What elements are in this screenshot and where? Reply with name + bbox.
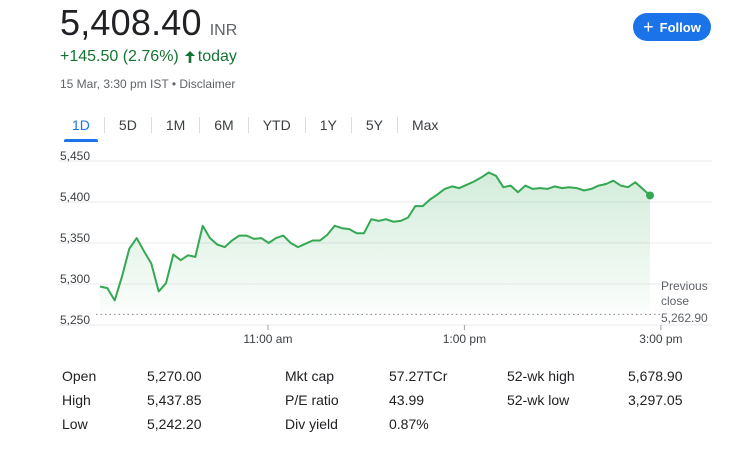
change-value: +145.50 (2.76%) <box>60 48 179 65</box>
follow-button[interactable]: + Follow <box>633 13 711 41</box>
stat-value: 3,297.05 <box>628 392 683 408</box>
last-price-dot <box>646 191 654 200</box>
currency-code: INR <box>209 22 238 39</box>
previous-close-label: close <box>661 294 689 308</box>
quote-timestamp: 15 Mar, 3:30 pm IST <box>60 77 169 91</box>
previous-close-value: 5,262.90 <box>661 311 708 325</box>
y-tick-label: 5,300 <box>60 272 90 286</box>
stat-value: 5,270.00 <box>147 368 202 384</box>
tab-6m[interactable]: 6M <box>214 117 234 133</box>
stat-value: 0.87% <box>389 416 429 432</box>
follow-label: Follow <box>659 19 701 35</box>
change-period: today <box>197 48 237 65</box>
tab-ytd[interactable]: YTD <box>262 117 291 133</box>
tab-divider <box>396 117 398 133</box>
stat-value: 57.27TCr <box>389 368 448 384</box>
disclaimer-link[interactable]: Disclaimer <box>179 77 236 91</box>
plus-icon: + <box>643 17 654 37</box>
stat-label: P/E ratio <box>285 392 339 408</box>
price-area-fill <box>100 172 650 315</box>
quote-meta: 15 Mar, 3:30 pm IST • Disclaimer <box>60 77 235 91</box>
tab-divider <box>199 117 201 133</box>
price-change: +145.50 (2.76%) today <box>60 48 237 66</box>
range-tabs: 1D 5D 1M 6M YTD 1Y 5Y Max <box>58 112 452 142</box>
stat-label: 52-wk high <box>507 368 575 384</box>
tab-divider <box>247 117 249 133</box>
stat-value: 43.99 <box>389 392 425 408</box>
tab-divider <box>350 117 352 133</box>
tab-divider <box>304 117 306 133</box>
stat-label: Open <box>62 368 97 384</box>
x-tick-label: 11:00 am <box>243 332 292 346</box>
tab-1y[interactable]: 1Y <box>319 117 337 133</box>
price-header: 5,408.40 INR <box>60 2 237 44</box>
tab-divider <box>150 117 152 133</box>
stat-label: Mkt cap <box>285 368 335 384</box>
price-chart-svg[interactable]: 5,450 5,400 5,350 5,300 5,250 11:00 am 1:00 pm… <box>0 140 749 355</box>
previous-close-label: Previous <box>661 279 708 293</box>
price-chart[interactable]: 5,450 5,400 5,350 5,300 5,250 11:00 am 1:00 pm… <box>0 140 749 355</box>
tab-max[interactable]: Max <box>411 117 439 133</box>
tab-5d[interactable]: 5D <box>118 117 137 133</box>
stat-value: 5,242.20 <box>147 416 202 432</box>
meta-separator: • <box>171 77 177 91</box>
stat-value: 5,678.90 <box>628 368 683 384</box>
x-tick-label: 3:00 pm <box>639 332 682 346</box>
stat-label: High <box>62 392 91 408</box>
current-price: 5,408.40 <box>60 2 202 43</box>
stat-label: Div yield <box>285 416 338 432</box>
stat-label: 52-wk low <box>507 392 570 408</box>
tab-1d[interactable]: 1D <box>58 114 104 142</box>
price-line <box>99 171 651 302</box>
y-tick-label: 5,450 <box>60 149 90 163</box>
tab-divider <box>103 117 105 133</box>
y-tick-label: 5,350 <box>60 231 90 245</box>
x-tick-label: 1:00 pm <box>443 332 486 346</box>
stat-value: 5,437.85 <box>147 392 202 408</box>
tab-5y[interactable]: 5Y <box>365 117 383 133</box>
y-tick-label: 5,250 <box>60 313 90 327</box>
stat-label: Low <box>62 416 88 432</box>
tab-1m[interactable]: 1M <box>165 117 186 133</box>
arrow-up-icon <box>184 51 195 63</box>
y-tick-label: 5,400 <box>60 190 90 204</box>
